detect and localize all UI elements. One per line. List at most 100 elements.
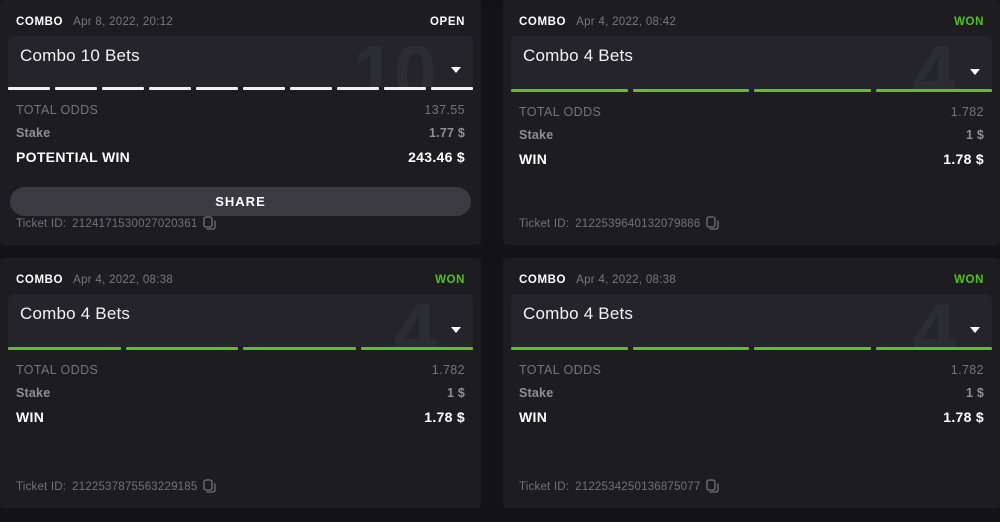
share-button[interactable]: SHARE	[10, 186, 471, 216]
chevron-down-icon[interactable]	[451, 67, 461, 74]
ticket-id-row: Ticket ID: 2122534250136875077	[503, 479, 1000, 494]
ticket-id-value: 2122539640132079886	[575, 217, 701, 230]
bet-type-label: COMBO	[519, 274, 567, 286]
progress-segment	[243, 86, 285, 90]
stake-label: Stake	[519, 386, 554, 400]
chevron-down-icon[interactable]	[970, 68, 980, 75]
ticket-id-row: Ticket ID: 2122537875563229185	[0, 479, 481, 494]
ticket-id-value: 2122537875563229185	[72, 480, 198, 493]
win-row: POTENTIAL WIN 243.46 $	[16, 149, 465, 165]
bet-type-label: COMBO	[519, 16, 567, 28]
bet-title: Combo 10 Bets	[20, 45, 140, 65]
total-odds-label: TOTAL ODDS	[16, 102, 99, 117]
win-row: WIN 1.78 $	[16, 409, 465, 425]
progress-segment	[337, 86, 379, 90]
bet-title-panel[interactable]: Combo 10 Bets 10	[8, 35, 473, 87]
chevron-down-icon[interactable]	[970, 326, 980, 333]
progress-segment	[360, 347, 473, 350]
ticket-id-label: Ticket ID:	[16, 217, 67, 230]
ticket-id-value: 2124171530027020361	[72, 217, 198, 230]
bet-card: COMBO Apr 4, 2022, 08:38 WON Combo 4 Bet…	[0, 258, 481, 508]
bet-title-panel[interactable]: Combo 4 Bets 4	[511, 36, 992, 89]
bet-count-watermark: 4	[912, 294, 956, 347]
copy-icon[interactable]	[706, 216, 720, 231]
bet-card: COMBO Apr 8, 2022, 20:12 OPEN Combo 10 B…	[0, 0, 481, 245]
stake-row: Stake 1.77 $	[16, 126, 465, 140]
win-value: 243.46 $	[408, 148, 465, 165]
bet-title-panel[interactable]: Combo 4 Bets 4	[8, 294, 473, 347]
bet-progress-bar	[8, 86, 473, 90]
bet-type-label: COMBO	[16, 274, 64, 286]
win-row: WIN 1.78 $	[519, 409, 984, 425]
progress-segment	[8, 347, 121, 350]
bet-count-watermark: 10	[352, 35, 437, 87]
progress-segment	[102, 86, 144, 90]
copy-icon[interactable]	[706, 479, 720, 494]
total-odds-value: 1.782	[950, 105, 984, 119]
bet-summary-rows: TOTAL ODDS 137.55 Stake 1.77 $ POTENTIAL…	[0, 103, 481, 174]
progress-segment	[511, 89, 628, 92]
total-odds-row: TOTAL ODDS 137.55	[16, 103, 465, 117]
stake-value: 1.77 $	[429, 125, 465, 140]
progress-segment	[754, 347, 871, 350]
bet-card: COMBO Apr 4, 2022, 08:38 WON Combo 4 Bet…	[503, 258, 1000, 508]
bet-date: Apr 4, 2022, 08:38	[576, 274, 677, 286]
bet-summary-rows: TOTAL ODDS 1.782 Stake 1 $ WIN 1.78 $	[0, 363, 481, 434]
bet-title-panel[interactable]: Combo 4 Bets 4	[511, 294, 992, 347]
bet-date: Apr 4, 2022, 08:42	[576, 16, 677, 28]
stake-label: Stake	[16, 386, 51, 400]
stake-value: 1 $	[447, 386, 465, 400]
bet-summary-rows: TOTAL ODDS 1.782 Stake 1 $ WIN 1.78 $	[503, 105, 1000, 176]
bet-card-header: COMBO Apr 8, 2022, 20:12 OPEN	[0, 0, 481, 30]
progress-segment	[8, 86, 50, 90]
total-odds-label: TOTAL ODDS	[519, 105, 602, 119]
bet-progress-bar	[8, 347, 473, 350]
progress-segment	[243, 347, 356, 350]
total-odds-label: TOTAL ODDS	[16, 363, 99, 377]
progress-segment	[875, 89, 992, 92]
stake-label: Stake	[519, 128, 554, 142]
progress-segment	[55, 86, 97, 90]
progress-segment	[196, 86, 238, 90]
total-odds-value: 1.782	[950, 363, 984, 377]
progress-segment	[149, 86, 191, 90]
win-label: WIN	[519, 151, 548, 167]
progress-segment	[384, 86, 426, 90]
status-badge: OPEN	[430, 15, 465, 28]
ticket-id-label: Ticket ID:	[519, 217, 570, 230]
win-value: 1.78 $	[943, 409, 984, 425]
bet-card-header: COMBO Apr 4, 2022, 08:38 WON	[503, 258, 1000, 288]
total-odds-row: TOTAL ODDS 1.782	[519, 363, 984, 377]
progress-segment	[754, 89, 871, 92]
bet-card: COMBO Apr 4, 2022, 08:42 WON Combo 4 Bet…	[503, 0, 1000, 245]
ticket-id-label: Ticket ID:	[519, 480, 570, 493]
bet-card-header: COMBO Apr 4, 2022, 08:42 WON	[503, 0, 1000, 30]
bet-type-label: COMBO	[16, 15, 64, 28]
progress-segment	[632, 347, 749, 350]
copy-icon[interactable]	[203, 216, 217, 231]
win-value: 1.78 $	[424, 409, 465, 425]
bet-title: Combo 4 Bets	[523, 304, 634, 323]
ticket-id-value: 2122534250136875077	[575, 480, 701, 493]
total-odds-value: 137.55	[424, 102, 465, 117]
progress-segment	[431, 86, 473, 90]
bet-progress-bar	[511, 89, 992, 92]
bet-count-watermark: 4	[393, 294, 437, 347]
status-badge: WON	[435, 274, 465, 286]
copy-icon[interactable]	[203, 479, 217, 494]
ticket-id-row: Ticket ID: 2122539640132079886	[503, 216, 1000, 231]
stake-value: 1 $	[966, 128, 984, 142]
stake-row: Stake 1 $	[16, 386, 465, 400]
bet-title: Combo 4 Bets	[523, 46, 634, 65]
ticket-id-label: Ticket ID:	[16, 480, 67, 493]
win-label: WIN	[519, 409, 548, 425]
total-odds-row: TOTAL ODDS 1.782	[519, 105, 984, 119]
stake-label: Stake	[16, 125, 51, 140]
bet-date: Apr 8, 2022, 20:12	[73, 15, 174, 28]
bet-summary-rows: TOTAL ODDS 1.782 Stake 1 $ WIN 1.78 $	[503, 363, 1000, 434]
chevron-down-icon[interactable]	[451, 326, 461, 333]
bet-progress-bar	[511, 347, 992, 350]
progress-segment	[290, 86, 332, 90]
win-label: WIN	[16, 409, 45, 425]
